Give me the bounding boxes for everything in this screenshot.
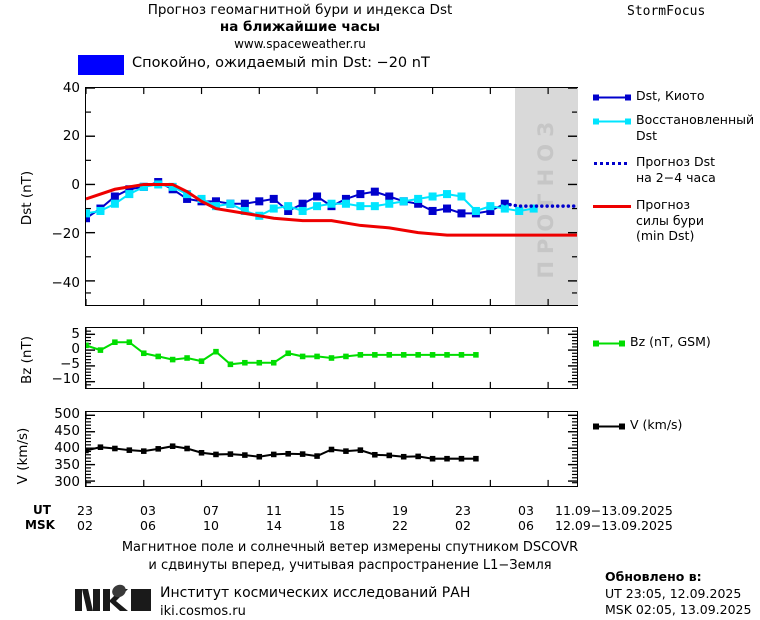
ut-tick-2: 07	[203, 503, 219, 518]
dst-ytick-4: −40	[51, 275, 81, 291]
institute-name: Институт космических исследований РАН	[160, 585, 471, 601]
legend-symbol-recovered-dst	[593, 118, 631, 125]
legend-symbol-bz	[593, 340, 625, 347]
legend-label-storm-3: (min Dst)	[636, 228, 695, 243]
time-axis: UT 23 03 07 11 15 19 23 03 11.09−13.09.2…	[0, 503, 760, 537]
msk-tick-7: 06	[518, 518, 534, 533]
msk-label: MSK	[25, 518, 55, 532]
ut-tick-7: 03	[518, 503, 534, 518]
msk-tick-0: 02	[77, 518, 93, 533]
v-plot-svg	[86, 412, 577, 486]
dst-ytick-0: 40	[62, 80, 80, 96]
site-url: www.spaceweather.ru	[234, 37, 366, 51]
legend-label-bz: Bz (nT, GSM)	[630, 334, 711, 349]
iki-logo	[75, 584, 151, 611]
bz-ytick-1: 0	[71, 341, 80, 357]
forecast-region-shading	[515, 88, 578, 305]
v-chart-panel	[85, 411, 578, 487]
ut-tick-3: 11	[266, 503, 282, 518]
status-text: Спокойно, ожидаемый min Dst: −20 nT	[132, 55, 430, 71]
bz-ytick-2: −5	[60, 356, 80, 372]
status-banner: Спокойно, ожидаемый min Dst: −20 nT	[78, 54, 598, 76]
v-ytick-0: 500	[54, 406, 80, 422]
legend-label-dst-forecast-2: на 2−4 часа	[636, 170, 716, 185]
dst-ytick-2: 0	[71, 177, 80, 193]
legend-symbol-dst-kyoto	[593, 94, 631, 101]
status-color-swatch	[78, 55, 124, 75]
dst-axis-title: Dst (nT)	[19, 170, 35, 226]
dst-chart-panel: ПРОГНОЗ	[85, 87, 578, 306]
ut-tick-6: 23	[455, 503, 471, 518]
bz-ytick-0: 5	[71, 326, 80, 342]
legend-label-recovered-dst-2: Dst	[636, 128, 658, 143]
msk-tick-4: 18	[329, 518, 345, 533]
footer-note-line1: Магнитное поле и солнечный ветер измерен…	[121, 540, 579, 555]
v-ytick-4: 300	[54, 474, 80, 490]
v-ytick-1: 450	[54, 423, 80, 439]
brand-label: StormFocus	[627, 4, 706, 19]
msk-tick-3: 14	[266, 518, 282, 533]
footer-note-line2: и сдвинуты вперед, учитывая распростране…	[148, 558, 552, 573]
ut-tick-0: 23	[77, 503, 93, 518]
legend-label-dst-forecast-1: Прогноз Dst	[636, 154, 716, 169]
legend-symbol-dst-forecast	[594, 162, 630, 165]
ut-label: UT	[33, 503, 51, 517]
dst-plot-svg	[86, 88, 577, 305]
bz-axis-title: Bz (nT)	[19, 336, 35, 384]
updated-msk: MSK 02:05, 13.09.2025	[605, 602, 752, 617]
msk-date-range: 12.09−13.09.2025	[555, 518, 673, 533]
ut-date-range: 11.09−13.09.2025	[555, 503, 673, 518]
msk-tick-5: 22	[392, 518, 408, 533]
bz-chart-panel	[85, 327, 578, 389]
legend-symbol-v	[593, 423, 625, 430]
legend-label-dst-kyoto: Dst, Киото	[636, 88, 705, 103]
v-ytick-3: 350	[54, 457, 80, 473]
legend-label-storm-2: силы бури	[636, 213, 704, 228]
page-subtitle: на ближайшие часы	[219, 19, 381, 35]
msk-tick-1: 06	[140, 518, 156, 533]
legend-label-v: V (km/s)	[630, 417, 683, 432]
v-axis-title: V (km/s)	[15, 427, 31, 485]
ut-tick-1: 03	[140, 503, 156, 518]
updated-ut: UT 23:05, 12.09.2025	[605, 586, 742, 601]
title-block: Прогноз геомагнитной бури и индекса Dst …	[0, 2, 600, 51]
legend-label-storm-1: Прогноз	[636, 197, 691, 212]
dst-ytick-1: 20	[62, 128, 80, 144]
legend-symbol-storm-strength	[593, 205, 631, 208]
updated-title: Обновлено в:	[605, 569, 702, 584]
institute-url: iki.cosmos.ru	[160, 604, 246, 619]
v-ytick-2: 400	[54, 440, 80, 456]
time-axis-msk-row: MSK 02 06 10 14 18 22 02 06 12.09−13.09.…	[0, 518, 760, 533]
ut-tick-4: 15	[329, 503, 345, 518]
time-axis-ut-row: UT 23 03 07 11 15 19 23 03 11.09−13.09.2…	[0, 503, 760, 518]
bz-plot-svg	[86, 328, 577, 388]
bz-ytick-3: −10	[51, 371, 81, 387]
legend-label-recovered-dst-1: Восстановленный	[636, 112, 755, 127]
dst-ytick-3: −20	[51, 226, 81, 242]
page-title: Прогноз геомагнитной бури и индекса Dst	[147, 2, 453, 18]
msk-tick-6: 02	[455, 518, 471, 533]
msk-tick-2: 10	[203, 518, 219, 533]
ut-tick-5: 19	[392, 503, 408, 518]
